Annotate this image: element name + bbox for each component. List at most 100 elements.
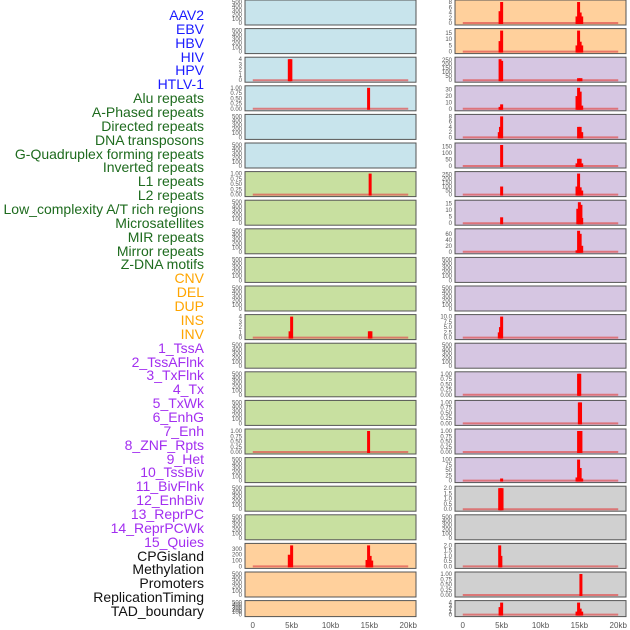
y-tick-label: 400 — [232, 347, 243, 353]
track-label: HBV — [175, 34, 204, 51]
y-tick-label: 1 — [239, 73, 243, 79]
bar — [367, 87, 371, 110]
bar — [580, 611, 584, 616]
track-label: DEL — [176, 284, 204, 301]
track-panel — [244, 171, 417, 198]
track-label: Inverted repeats — [102, 159, 204, 176]
bar — [577, 173, 581, 196]
y-tick-label: 25 — [445, 473, 452, 479]
y-tick-label: 200 — [232, 299, 243, 305]
track-panel — [454, 371, 627, 398]
y-tick-label: 400 — [232, 603, 243, 609]
y-tick-label: 10 — [445, 208, 452, 214]
track-panel — [244, 113, 417, 140]
bar — [500, 104, 504, 110]
track-label: ReplicationTiming — [93, 589, 204, 606]
bar — [580, 45, 584, 53]
track-label: Directed repeats — [101, 117, 204, 134]
bar — [579, 204, 583, 225]
y-tick-label: 1.0 — [444, 554, 453, 560]
y-tick-label: 0.25 — [440, 588, 452, 594]
y-tick-label: 0 — [239, 164, 243, 170]
y-tick-label: 100 — [442, 303, 453, 309]
y-tick-label: 4 — [449, 601, 453, 607]
x-tick-label: 5kb — [285, 621, 298, 630]
y-tick-label: 400 — [232, 233, 243, 239]
track-panel — [244, 542, 417, 569]
y-tick-label: 500 — [232, 0, 243, 6]
y-tick-label: 0.25 — [230, 102, 242, 108]
y-tick-label: 0 — [449, 221, 453, 227]
y-tick-label: 0.50 — [230, 440, 242, 446]
y-tick-label: 6 — [449, 120, 453, 126]
track-label: 10_TssBiv — [140, 464, 204, 481]
bar — [578, 41, 582, 53]
y-tick-label: 300 — [232, 580, 243, 586]
y-tick-label: 0 — [449, 50, 453, 56]
y-tick-label: 100 — [442, 185, 453, 191]
y-tick-label: 500 — [232, 601, 243, 607]
y-tick-label: 1 — [449, 610, 453, 616]
track-label: Low_complexity A/T rich regions — [3, 201, 205, 218]
y-tick-label: 20 — [445, 94, 452, 100]
y-tick-label: 100 — [232, 160, 243, 166]
y-tick-label: 0.00 — [440, 421, 452, 427]
y-tick-label: 200 — [232, 127, 243, 133]
bar — [500, 478, 504, 482]
y-tick-label: 1.00 — [440, 372, 452, 378]
y-tick-label: 500 — [442, 286, 453, 292]
track-panel — [454, 457, 627, 484]
y-tick-label: 100 — [442, 532, 453, 538]
y-tick-label: 10 — [445, 100, 452, 106]
y-tick-label: 500 — [232, 286, 243, 292]
y-tick-label: 0.75 — [440, 434, 452, 440]
y-tick-label: 0.75 — [440, 406, 452, 412]
track-label: MIR repeats — [127, 228, 204, 245]
y-tick-label: 100 — [442, 151, 453, 157]
y-tick-label: 1.00 — [230, 86, 242, 92]
bar — [579, 402, 583, 425]
track-panel — [244, 485, 417, 512]
x-tick-label: 15kb — [361, 621, 379, 630]
y-tick-label: 1.00 — [230, 429, 242, 435]
bar — [578, 373, 582, 396]
bar — [500, 116, 504, 139]
y-tick-label: 50 — [445, 189, 452, 195]
bar — [580, 217, 584, 225]
y-tick-label: 150 — [442, 144, 453, 150]
y-tick-label: 500 — [232, 200, 243, 206]
y-tick-label: 5 — [449, 43, 453, 49]
y-tick-label: 100 — [442, 274, 453, 280]
y-tick-label: 0.25 — [230, 445, 242, 451]
y-tick-label: 400 — [232, 33, 243, 39]
bar — [290, 545, 294, 568]
y-tick-label: 0.00 — [440, 450, 452, 456]
y-tick-label: 400 — [232, 405, 243, 411]
y-tick-label: 500 — [232, 372, 243, 378]
bar — [500, 602, 504, 616]
y-tick-label: 0.50 — [440, 440, 452, 446]
y-tick-label: 0 — [449, 278, 453, 284]
y-tick-label: 200 — [232, 608, 243, 614]
y-tick-label: 4 — [449, 11, 453, 17]
y-tick-label: 400 — [232, 490, 243, 496]
y-tick-label: 2 — [449, 16, 453, 22]
y-tick-label: 2.0 — [444, 543, 453, 549]
y-tick-label: 0 — [239, 507, 243, 513]
y-tick-label: 0.0 — [444, 564, 453, 570]
bar — [580, 478, 584, 482]
bar — [575, 611, 579, 616]
track-label: 14_ReprPCWk — [110, 519, 204, 536]
track-label: 11_BivFlnk — [135, 478, 204, 495]
y-tick-label: 2 — [449, 607, 453, 613]
y-tick-label: 200 — [232, 241, 243, 247]
track-panel — [244, 85, 417, 112]
bar — [575, 16, 579, 24]
y-tick-label: 75 — [445, 463, 452, 469]
track-panel — [244, 399, 417, 426]
y-tick-label: 100 — [232, 131, 243, 137]
bar — [499, 555, 503, 568]
y-tick-label: 400 — [232, 262, 243, 268]
track-panel — [244, 457, 417, 484]
